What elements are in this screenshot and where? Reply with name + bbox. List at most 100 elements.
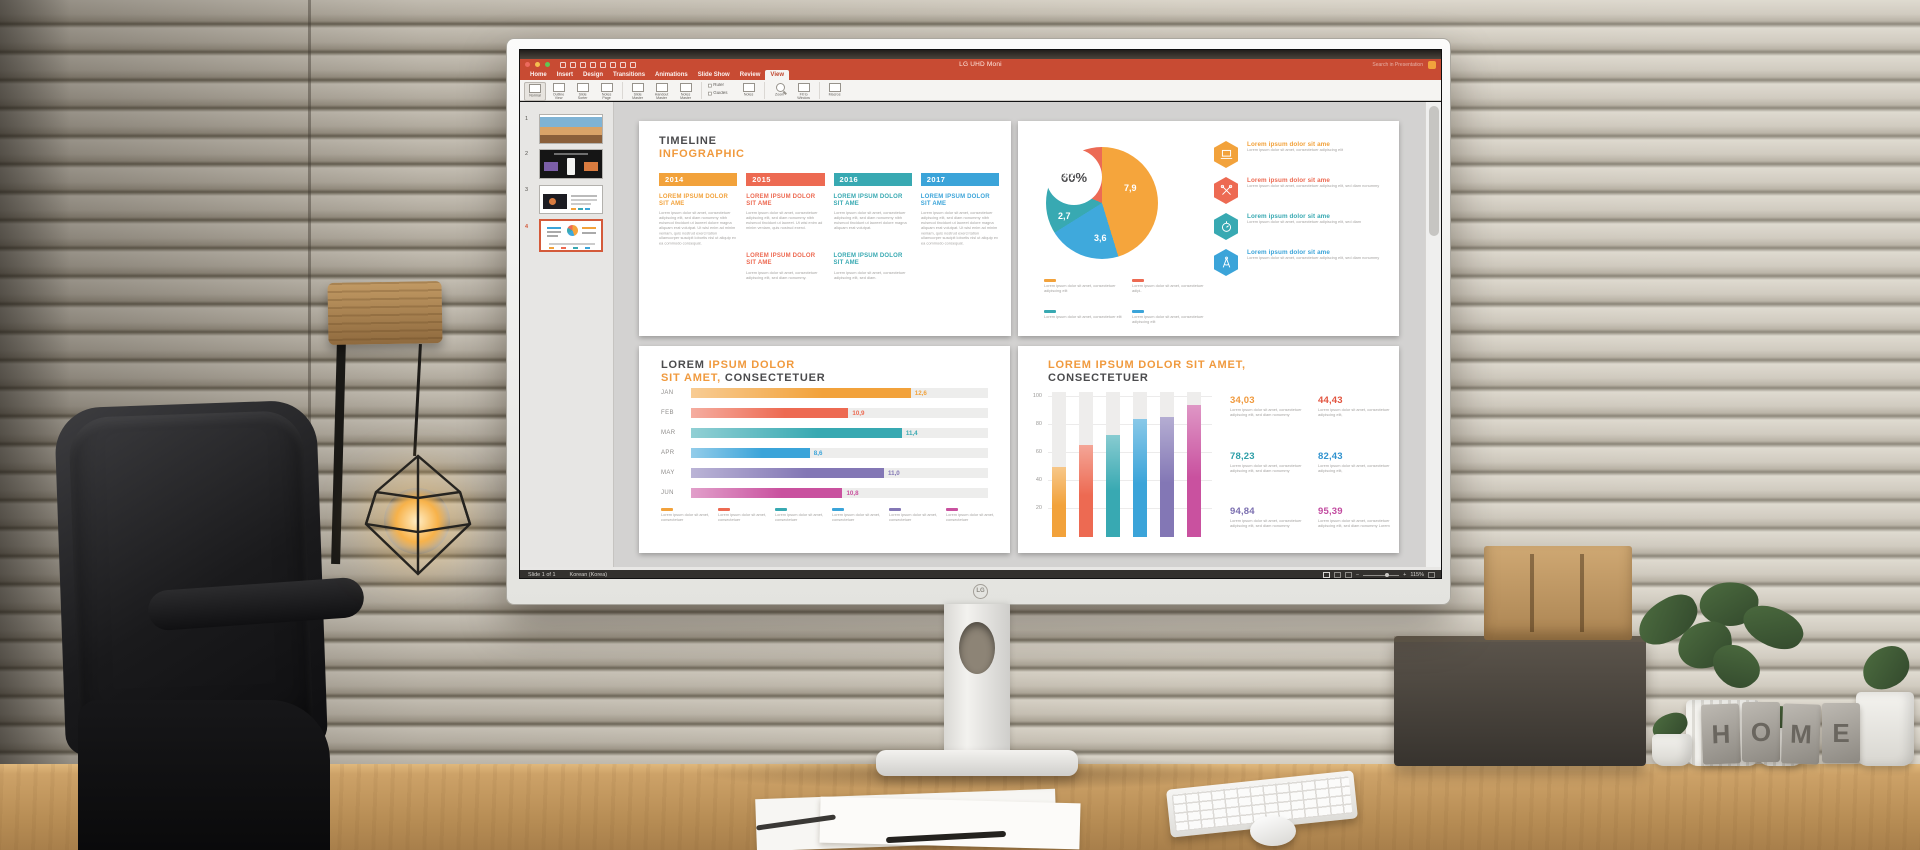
legend-item: Lorem ipsum dolor sit amet, consectetuer…: [1044, 309, 1132, 332]
tab-slide-show[interactable]: Slide Show: [697, 72, 730, 78]
shape-icon[interactable]: [620, 61, 626, 68]
bar-track: 10,8: [691, 488, 988, 498]
close-window-button[interactable]: [525, 62, 530, 67]
letter-m: M: [1789, 718, 1813, 749]
save-icon[interactable]: [560, 61, 566, 68]
vbar-title: LOREM IPSUM DOLOR SIT AMET, CONSECTETUER: [1048, 359, 1246, 384]
notes-page-icon: [601, 83, 613, 92]
slide-master-button[interactable]: Slide Master: [627, 82, 649, 106]
bar: [1133, 419, 1147, 537]
donut-legend: Lorem ipsum dolor sit amet, consectetuer…: [1044, 279, 1220, 332]
y-tick: 100: [1032, 393, 1042, 399]
bar: [1052, 467, 1066, 537]
tab-animations[interactable]: Animations: [655, 72, 688, 78]
bar-row-jan: JAN 12,6: [661, 388, 988, 398]
handout-master-button[interactable]: Handout Master: [651, 82, 673, 106]
search-in-presentation[interactable]: Search in Presentation: [1372, 61, 1423, 68]
bar-track: 12,6: [691, 388, 988, 398]
section-body: Lorem ipsum dolor sit amet, consectetuer…: [659, 211, 736, 246]
legend-swatch: [1132, 279, 1144, 282]
zoom-slider-knob[interactable]: [1384, 572, 1389, 577]
outline-view-button[interactable]: Outline View: [548, 82, 570, 106]
bar: [1079, 445, 1093, 537]
donut-segment-label: 3,6: [1094, 233, 1107, 243]
zoom-slider[interactable]: [1363, 572, 1400, 577]
thumbnail-number: 2: [525, 151, 529, 157]
new-slide-icon[interactable]: [600, 61, 606, 68]
tab-home[interactable]: Home: [530, 72, 547, 78]
hbar-chart-card[interactable]: LOREM IPSUM DOLOR SIT AMET, CONSECTETUER…: [639, 346, 1010, 553]
zoom-button[interactable]: Zoom: [769, 82, 791, 99]
normal-view-button[interactable]: Normal: [524, 82, 546, 102]
checkbox-icon: [708, 91, 712, 96]
slide-thumbnail-1[interactable]: [539, 114, 603, 144]
timeline-infographic-card[interactable]: TIMELINE INFOGRAPHIC 2014 LOREM IPSUM DO…: [639, 121, 1011, 336]
wood-organizer: [1484, 546, 1632, 640]
tools-icon: [1214, 177, 1238, 204]
y-tick: 40: [1035, 477, 1042, 483]
minimize-window-button[interactable]: [535, 62, 540, 67]
customize-toolbar-caret[interactable]: [630, 61, 636, 68]
notes-page-button[interactable]: Notes Page: [596, 82, 618, 106]
share-icon[interactable]: [1428, 60, 1436, 69]
stat-item: 44,43 Lorem ipsum dolor sit amet, consect…: [1318, 395, 1390, 418]
slide-counter: Slide 1 of 1: [528, 572, 556, 578]
slide-sorter-button[interactable]: Slide Sorter: [572, 82, 594, 106]
stat-item: 78,23 Lorem ipsum dolor sit amet, consect…: [1230, 451, 1302, 474]
notes-button[interactable]: Notes: [738, 82, 760, 99]
layout-icon[interactable]: [610, 61, 616, 68]
zoom-out-button[interactable]: −: [1355, 572, 1360, 578]
fit-slide-button[interactable]: [1428, 572, 1435, 578]
tab-review[interactable]: Review: [739, 72, 761, 78]
vbar-chart-card[interactable]: LOREM IPSUM DOLOR SIT AMET, CONSECTETUER…: [1018, 346, 1399, 553]
notes-master-button[interactable]: Notes Master: [675, 82, 697, 106]
slide-thumbnail-2[interactable]: [539, 149, 603, 179]
tab-design[interactable]: Design: [583, 72, 604, 78]
view-ribbon: Normal Outline View Slide Sorter Notes P…: [520, 80, 1441, 102]
macros-button[interactable]: Macros: [824, 82, 846, 99]
tab-transitions[interactable]: Transitions: [613, 72, 646, 78]
letter-o: O: [1750, 716, 1772, 747]
slide-thumbnail-3[interactable]: [539, 185, 603, 214]
vertical-scrollbar[interactable]: [1425, 102, 1441, 567]
bar-value: 10,8: [846, 489, 859, 497]
scrollbar-thumb[interactable]: [1429, 106, 1439, 236]
tab-insert[interactable]: Insert: [556, 72, 574, 78]
bar-row-jun: JUN 10,8: [661, 488, 988, 498]
tab-view[interactable]: View: [765, 70, 789, 80]
ruler-checkbox[interactable]: Ruler: [708, 83, 728, 88]
normal-view-toggle[interactable]: [1322, 572, 1330, 578]
feature-item: Lorem ipsum dolor sit ame Lorem ipsum do…: [1214, 177, 1389, 204]
sorter-view-toggle[interactable]: [1333, 572, 1341, 578]
redo-icon[interactable]: [580, 61, 586, 68]
legend-item: Lorem ipsum dolor sit amet, consectetuer: [832, 508, 884, 530]
language-indicator[interactable]: Korean (Korea): [569, 572, 608, 578]
fit-to-window-button[interactable]: Fit to Window: [793, 82, 815, 106]
maximize-window-button[interactable]: [545, 62, 550, 67]
section-body: Lorem ipsum dolor sit amet, consectetuer…: [746, 270, 818, 280]
bar-value: 11,0: [888, 469, 900, 477]
thumb-preview: [540, 150, 602, 178]
fit-to-window-icon: [798, 83, 811, 92]
zoom-in-button[interactable]: +: [1403, 572, 1407, 578]
slide-thumbnail-4-selected[interactable]: [539, 219, 603, 252]
zoom-percentage[interactable]: 115%: [1410, 572, 1424, 578]
guides-checkbox[interactable]: Guides: [708, 91, 728, 96]
thumbnail-number: 1: [525, 116, 529, 122]
section-body: Lorem ipsum dolor sit amet, consectetuer…: [746, 211, 823, 231]
laptop-icon: [1214, 141, 1238, 168]
undo-icon[interactable]: [570, 61, 576, 68]
timeline-column-2015: 2015 LOREM IPSUM DOLOR SIT AME Lorem ips…: [746, 173, 825, 287]
year-header: 2014: [659, 173, 738, 186]
letter-h: H: [1711, 718, 1731, 749]
ribbon-separator: [819, 82, 821, 99]
section-heading: LOREM IPSUM DOLOR SIT AME: [833, 253, 903, 267]
donut-chart-card[interactable]: 60% 3,2 7,9 2,7 3,6 Lorem ipsum dolor si…: [1018, 121, 1399, 336]
reading-view-toggle[interactable]: [1344, 572, 1352, 578]
home-letter-block: E: [1822, 703, 1860, 763]
notes-icon: [743, 83, 756, 92]
print-icon[interactable]: [590, 61, 596, 68]
stat-item: 94,84 Lorem ipsum dolor sit amet, consect…: [1230, 506, 1302, 529]
legend-item: Lorem ipsum dolor sit amet, consectetuer: [775, 508, 827, 530]
bar-track: 11,0: [691, 468, 988, 478]
